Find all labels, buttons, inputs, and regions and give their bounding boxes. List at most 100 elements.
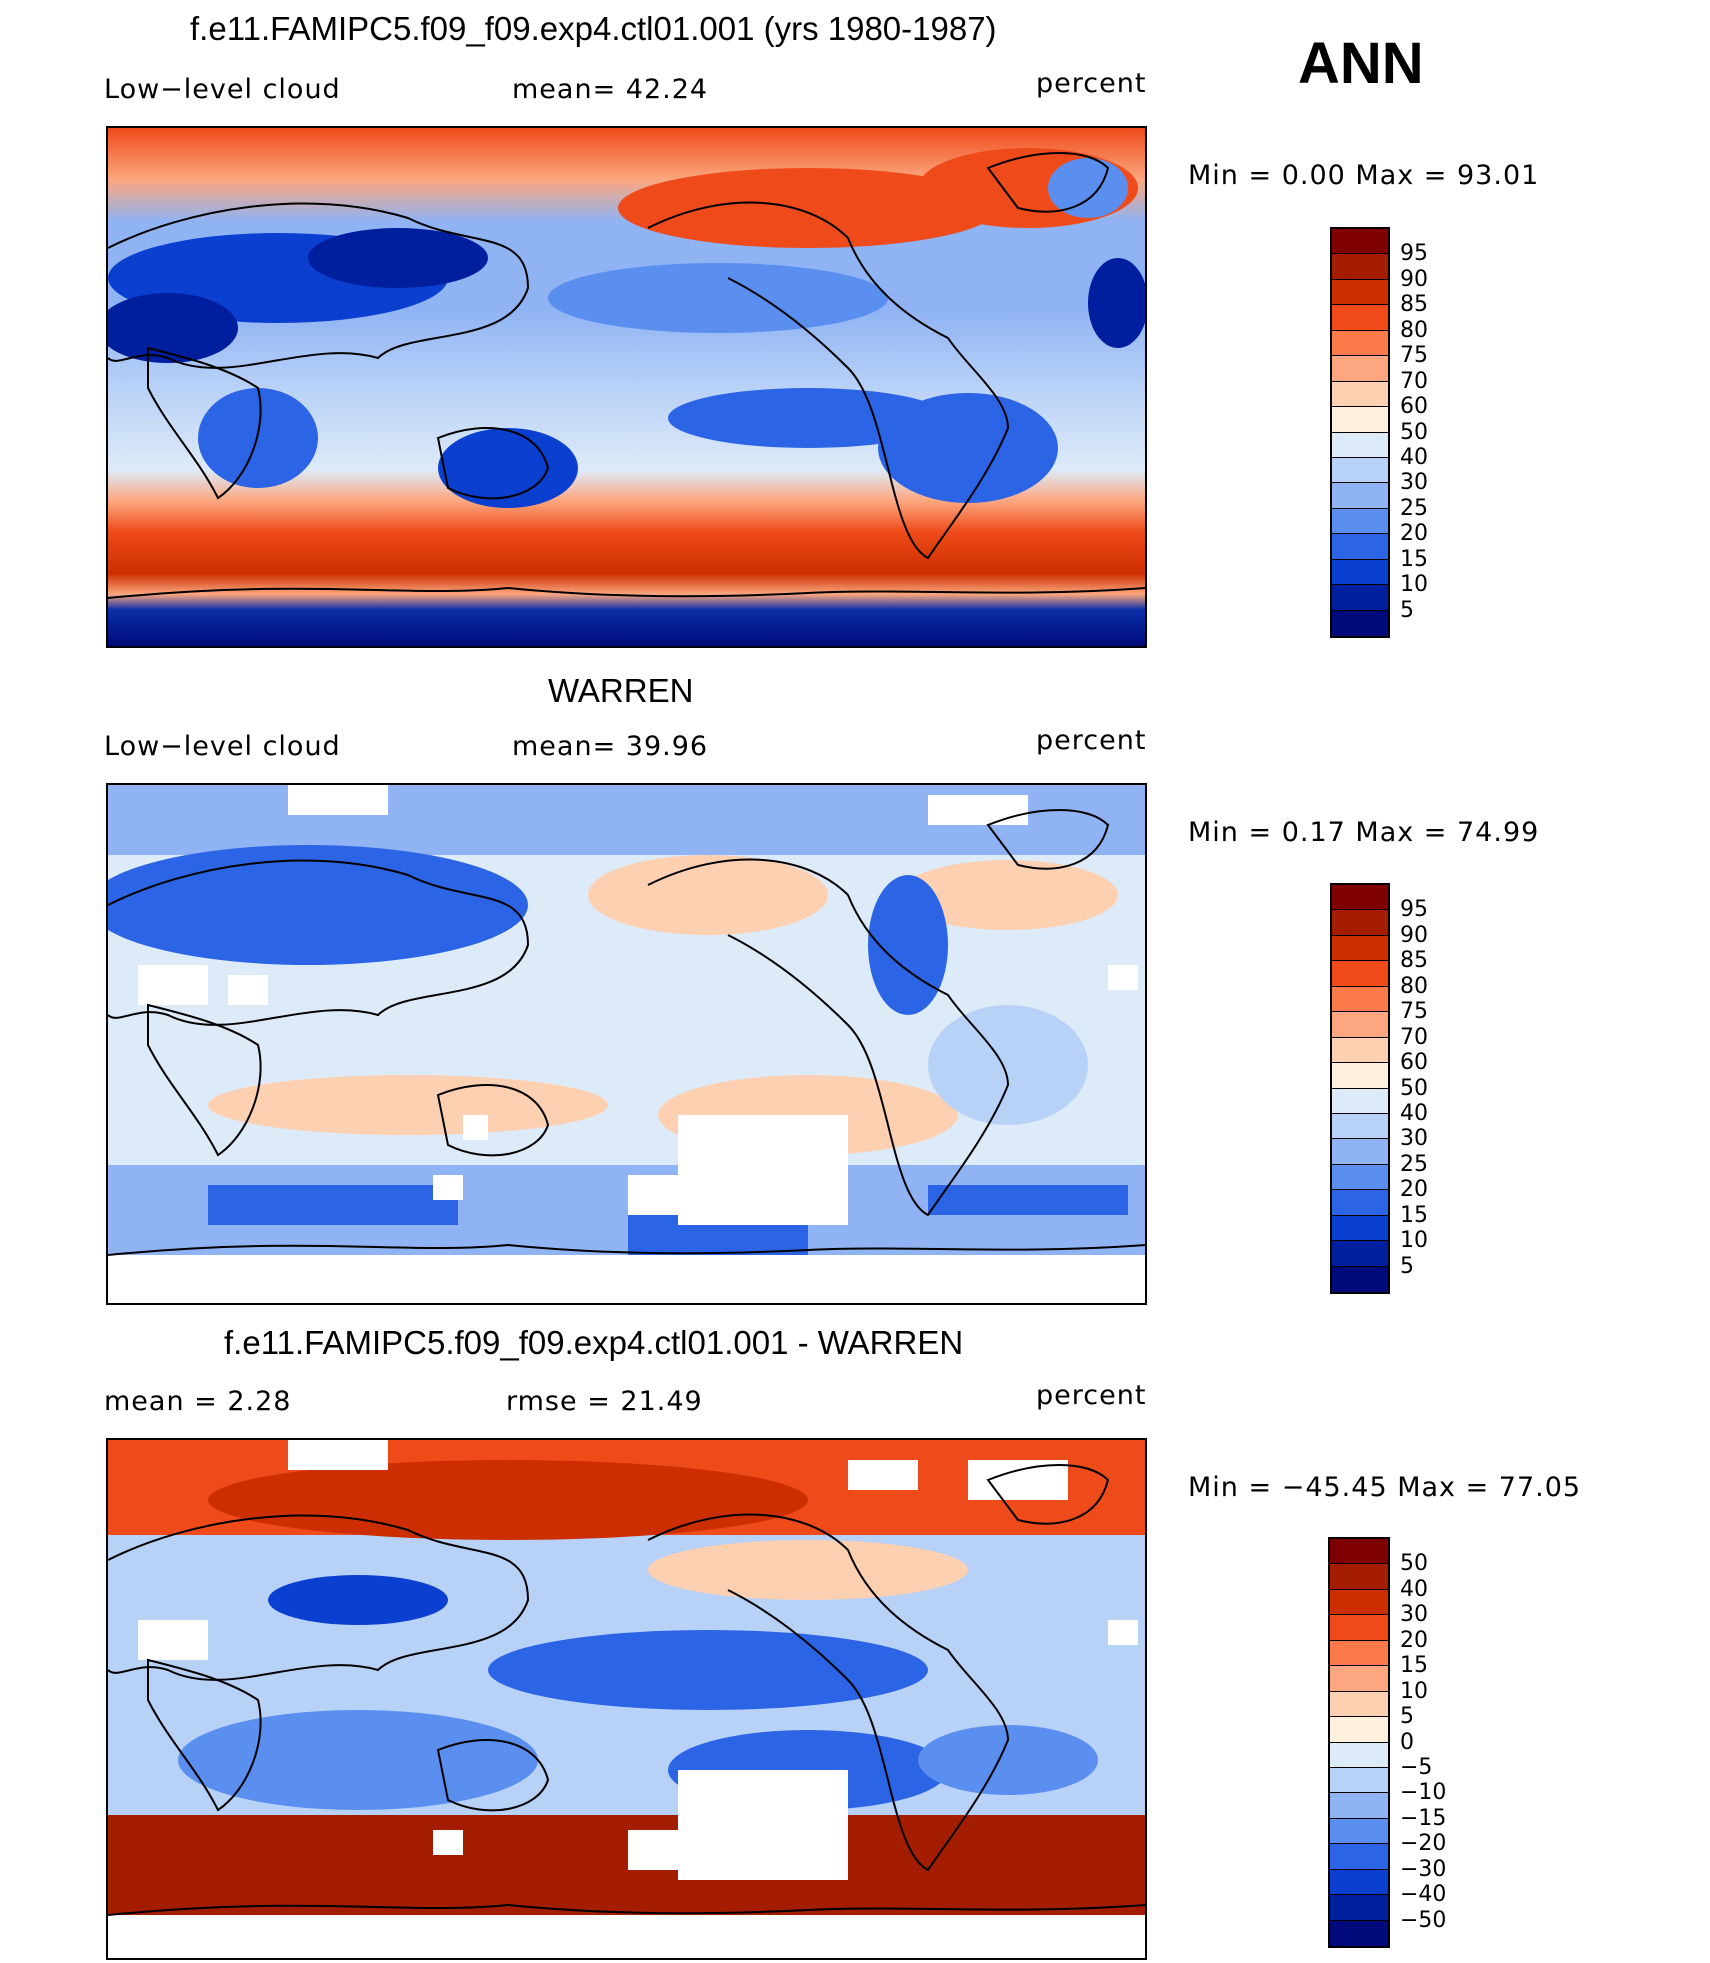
colorbar-tick-label: 10: [1400, 1228, 1428, 1254]
colorbar-swatch: [1332, 254, 1388, 280]
colorbar-swatch: [1332, 381, 1388, 408]
colorbar-swatch: [1332, 1164, 1388, 1191]
colorbar-swatch: [1330, 1564, 1388, 1590]
colorbar-swatch: [1330, 1742, 1388, 1768]
colorbar-tick-label: 0: [1400, 1729, 1414, 1755]
colorbar-swatch: [1332, 483, 1388, 509]
colorbar-swatch: [1332, 1241, 1388, 1267]
colorbar-tick-label: 40: [1400, 1576, 1428, 1602]
colorbar-swatch: [1330, 1895, 1388, 1921]
colorbar-tick-label: −5: [1400, 1754, 1433, 1780]
colorbar-tick-label: 30: [1400, 470, 1428, 496]
colorbar-swatch: [1332, 585, 1388, 611]
colorbar-tick-label: −30: [1400, 1856, 1447, 1882]
colorbar-swatch: [1330, 1640, 1388, 1667]
colorbar-swatch: [1330, 1615, 1388, 1641]
panel3-minmax: Min = −45.45 Max = 77.05: [1188, 1472, 1582, 1503]
colorbar-swatch: [1332, 229, 1388, 255]
colorbar-swatch: [1332, 534, 1388, 560]
panel2-title: WARREN: [548, 672, 694, 709]
panel1-colorbar: [1330, 227, 1390, 638]
panel2-colorbar: [1330, 883, 1390, 1294]
colorbar-tick-label: 60: [1400, 394, 1428, 420]
colorbar-tick-label: 5: [1400, 1253, 1414, 1279]
colorbar-tick-label: −20: [1400, 1831, 1447, 1857]
colorbar-tick-label: 5: [1400, 597, 1414, 623]
colorbar-swatch: [1332, 1215, 1388, 1242]
colorbar-swatch: [1332, 432, 1388, 458]
colorbar-swatch: [1332, 457, 1388, 484]
colorbar-swatch: [1332, 961, 1388, 987]
colorbar-swatch: [1330, 1869, 1388, 1896]
colorbar-swatch: [1330, 1767, 1388, 1794]
colorbar-swatch: [1332, 330, 1388, 357]
colorbar-tick-label: −10: [1400, 1780, 1447, 1806]
colorbar-tick-label: 25: [1400, 495, 1428, 521]
panel2-units: percent: [1036, 725, 1147, 756]
colorbar-tick-label: 75: [1400, 343, 1428, 369]
colorbar-tick-label: 10: [1400, 1678, 1428, 1704]
panel2-mean: mean= 39.96: [512, 731, 709, 762]
colorbar-tick-label: 15: [1400, 1202, 1428, 1228]
panel1-units: percent: [1036, 68, 1147, 99]
colorbar-swatch: [1332, 559, 1388, 586]
colorbar-tick-label: 50: [1400, 1075, 1428, 1101]
colorbar-tick-label: 40: [1400, 444, 1428, 470]
colorbar-tick-label: 90: [1400, 266, 1428, 292]
colorbar-tick-label: 20: [1400, 1177, 1428, 1203]
colorbar-swatch: [1332, 1190, 1388, 1216]
panel1-minmax: Min = 0.00 Max = 93.01: [1188, 160, 1540, 191]
colorbar-tick-label: 50: [1400, 1551, 1428, 1577]
colorbar-tick-label: 90: [1400, 922, 1428, 948]
colorbar-swatch: [1332, 508, 1388, 535]
colorbar-tick-label: 5: [1400, 1704, 1414, 1730]
annual-label: ANN: [1298, 31, 1424, 96]
colorbar-swatch: [1330, 1793, 1388, 1819]
colorbar-swatch: [1330, 1920, 1388, 1946]
panel2-variable-label: Low−level cloud: [104, 731, 341, 762]
colorbar-swatch: [1330, 1589, 1388, 1616]
panel3-map: [106, 1438, 1147, 1960]
colorbar-tick-label: −50: [1400, 1907, 1447, 1933]
panel3-rmse: rmse = 21.49: [506, 1386, 703, 1417]
panel1-title: f.e11.FAMIPC5.f09_f09.exp4.ctl01.001 (yr…: [190, 10, 997, 47]
colorbar-swatch: [1332, 610, 1388, 636]
panel1-variable-label: Low−level cloud: [104, 74, 341, 105]
panel3-mean: mean = 2.28: [104, 1386, 292, 1417]
colorbar-swatch: [1330, 1539, 1388, 1565]
colorbar-tick-label: −15: [1400, 1805, 1447, 1831]
colorbar-tick-label: 20: [1400, 521, 1428, 547]
colorbar-tick-label: 95: [1400, 897, 1428, 923]
colorbar-swatch: [1332, 910, 1388, 936]
colorbar-tick-label: 95: [1400, 241, 1428, 267]
colorbar-swatch: [1330, 1717, 1388, 1743]
panel3-colorbar: [1328, 1537, 1390, 1948]
colorbar-swatch: [1330, 1691, 1388, 1718]
colorbar-swatch: [1332, 279, 1388, 306]
colorbar-tick-label: 85: [1400, 948, 1428, 974]
colorbar-tick-label: 10: [1400, 572, 1428, 598]
colorbar-swatch: [1332, 1012, 1388, 1038]
panel1-map: [106, 126, 1147, 648]
colorbar-swatch: [1332, 356, 1388, 382]
colorbar-tick-label: 75: [1400, 999, 1428, 1025]
colorbar-swatch: [1332, 305, 1388, 331]
colorbar-tick-label: 70: [1400, 1024, 1428, 1050]
panel2-minmax: Min = 0.17 Max = 74.99: [1188, 817, 1540, 848]
colorbar-tick-label: −40: [1400, 1882, 1447, 1908]
panel2-map: [106, 783, 1147, 1305]
colorbar-swatch: [1332, 1266, 1388, 1292]
colorbar-tick-label: 80: [1400, 317, 1428, 343]
colorbar-tick-label: 15: [1400, 1653, 1428, 1679]
colorbar-swatch: [1332, 1063, 1388, 1089]
colorbar-tick-label: 50: [1400, 419, 1428, 445]
colorbar-swatch: [1330, 1844, 1388, 1870]
colorbar-tick-label: 30: [1400, 1126, 1428, 1152]
colorbar-swatch: [1332, 407, 1388, 433]
colorbar-swatch: [1330, 1666, 1388, 1692]
colorbar-tick-label: 40: [1400, 1100, 1428, 1126]
colorbar-tick-label: 25: [1400, 1151, 1428, 1177]
panel1-mean: mean= 42.24: [512, 74, 709, 105]
colorbar-swatch: [1330, 1818, 1388, 1845]
colorbar-swatch: [1332, 1113, 1388, 1140]
